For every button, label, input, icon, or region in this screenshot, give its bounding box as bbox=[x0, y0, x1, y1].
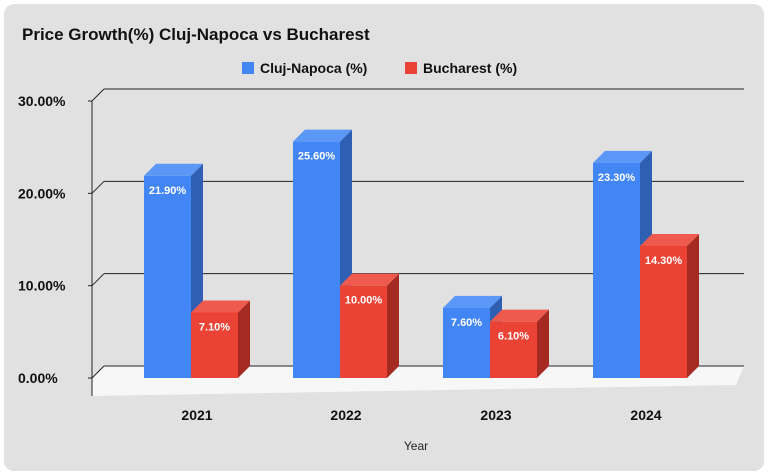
bar-top bbox=[144, 163, 203, 176]
data-label: 7.60% bbox=[451, 317, 482, 329]
bar-front bbox=[191, 312, 238, 378]
data-label: 21.90% bbox=[149, 185, 187, 197]
bar-2022-1: 10.00% bbox=[340, 273, 399, 378]
x-axis-label: Year bbox=[404, 439, 428, 453]
bar-side bbox=[238, 300, 250, 378]
bar-side bbox=[687, 233, 699, 378]
bar-side bbox=[537, 309, 549, 378]
bar-2024-1: 14.30% bbox=[640, 233, 699, 378]
bar-front bbox=[490, 321, 537, 378]
x-tick-label: 2022 bbox=[330, 407, 361, 423]
y-tick-diagonal bbox=[91, 180, 105, 194]
bar-front bbox=[443, 307, 490, 378]
y-tick-label: 10.00% bbox=[18, 278, 66, 294]
bar-top bbox=[191, 300, 250, 313]
legend-swatch-0 bbox=[242, 62, 254, 74]
y-tick-diagonal bbox=[91, 273, 105, 287]
y-tick-diagonal bbox=[91, 88, 105, 102]
data-label: 7.10% bbox=[199, 321, 230, 333]
bar-front bbox=[640, 245, 687, 378]
x-tick-label: 2024 bbox=[630, 407, 661, 423]
bar-top bbox=[593, 150, 652, 163]
bar-2021-1: 7.10% bbox=[191, 300, 250, 378]
bar-2022-0: 25.60% bbox=[293, 129, 352, 378]
bar-top bbox=[490, 309, 549, 322]
data-label: 6.10% bbox=[498, 331, 529, 343]
bar-front bbox=[593, 162, 640, 378]
bar-front bbox=[340, 285, 387, 378]
y-axis-ticks: 0.00% 10.00% 20.00% 30.00% bbox=[18, 88, 105, 396]
data-label: 14.30% bbox=[645, 255, 683, 267]
chart-legend: Cluj-Napoca (%) Bucharest (%) bbox=[242, 60, 517, 76]
bar-top bbox=[640, 233, 699, 246]
legend-label-1: Bucharest (%) bbox=[423, 60, 517, 76]
x-tick-label: 2021 bbox=[181, 407, 212, 423]
y-tick-label: 0.00% bbox=[18, 370, 58, 386]
bars: 21.90% 7.10% 25.60% 10.00% 7.60% 6.10% 23.30% 1… bbox=[144, 129, 699, 378]
data-label: 25.60% bbox=[298, 151, 336, 163]
bar-top bbox=[443, 295, 502, 308]
chart-card: Price Growth(%) Cluj-Napoca vs Bucharest… bbox=[4, 4, 764, 471]
legend-label-0: Cluj-Napoca (%) bbox=[260, 60, 367, 76]
x-tick-label: 2023 bbox=[480, 407, 511, 423]
floor-plane bbox=[92, 366, 744, 396]
data-label: 23.30% bbox=[598, 172, 636, 184]
bar-top bbox=[340, 273, 399, 286]
bar-side bbox=[387, 273, 399, 378]
x-axis-ticks: 2021 2022 2023 2024 bbox=[181, 407, 661, 423]
bar-front bbox=[144, 175, 191, 378]
bar-front bbox=[293, 141, 340, 378]
y-tick-label: 20.00% bbox=[18, 185, 66, 201]
y-tick-label: 30.00% bbox=[18, 93, 66, 109]
chart-svg: Price Growth(%) Cluj-Napoca vs Bucharest… bbox=[18, 25, 744, 453]
bar-top bbox=[293, 129, 352, 142]
bar-2023-1: 6.10% bbox=[490, 309, 549, 378]
y-tick-diagonal bbox=[91, 365, 105, 379]
chart-title: Price Growth(%) Cluj-Napoca vs Bucharest bbox=[22, 25, 370, 44]
data-label: 10.00% bbox=[345, 295, 383, 307]
legend-swatch-1 bbox=[405, 62, 417, 74]
